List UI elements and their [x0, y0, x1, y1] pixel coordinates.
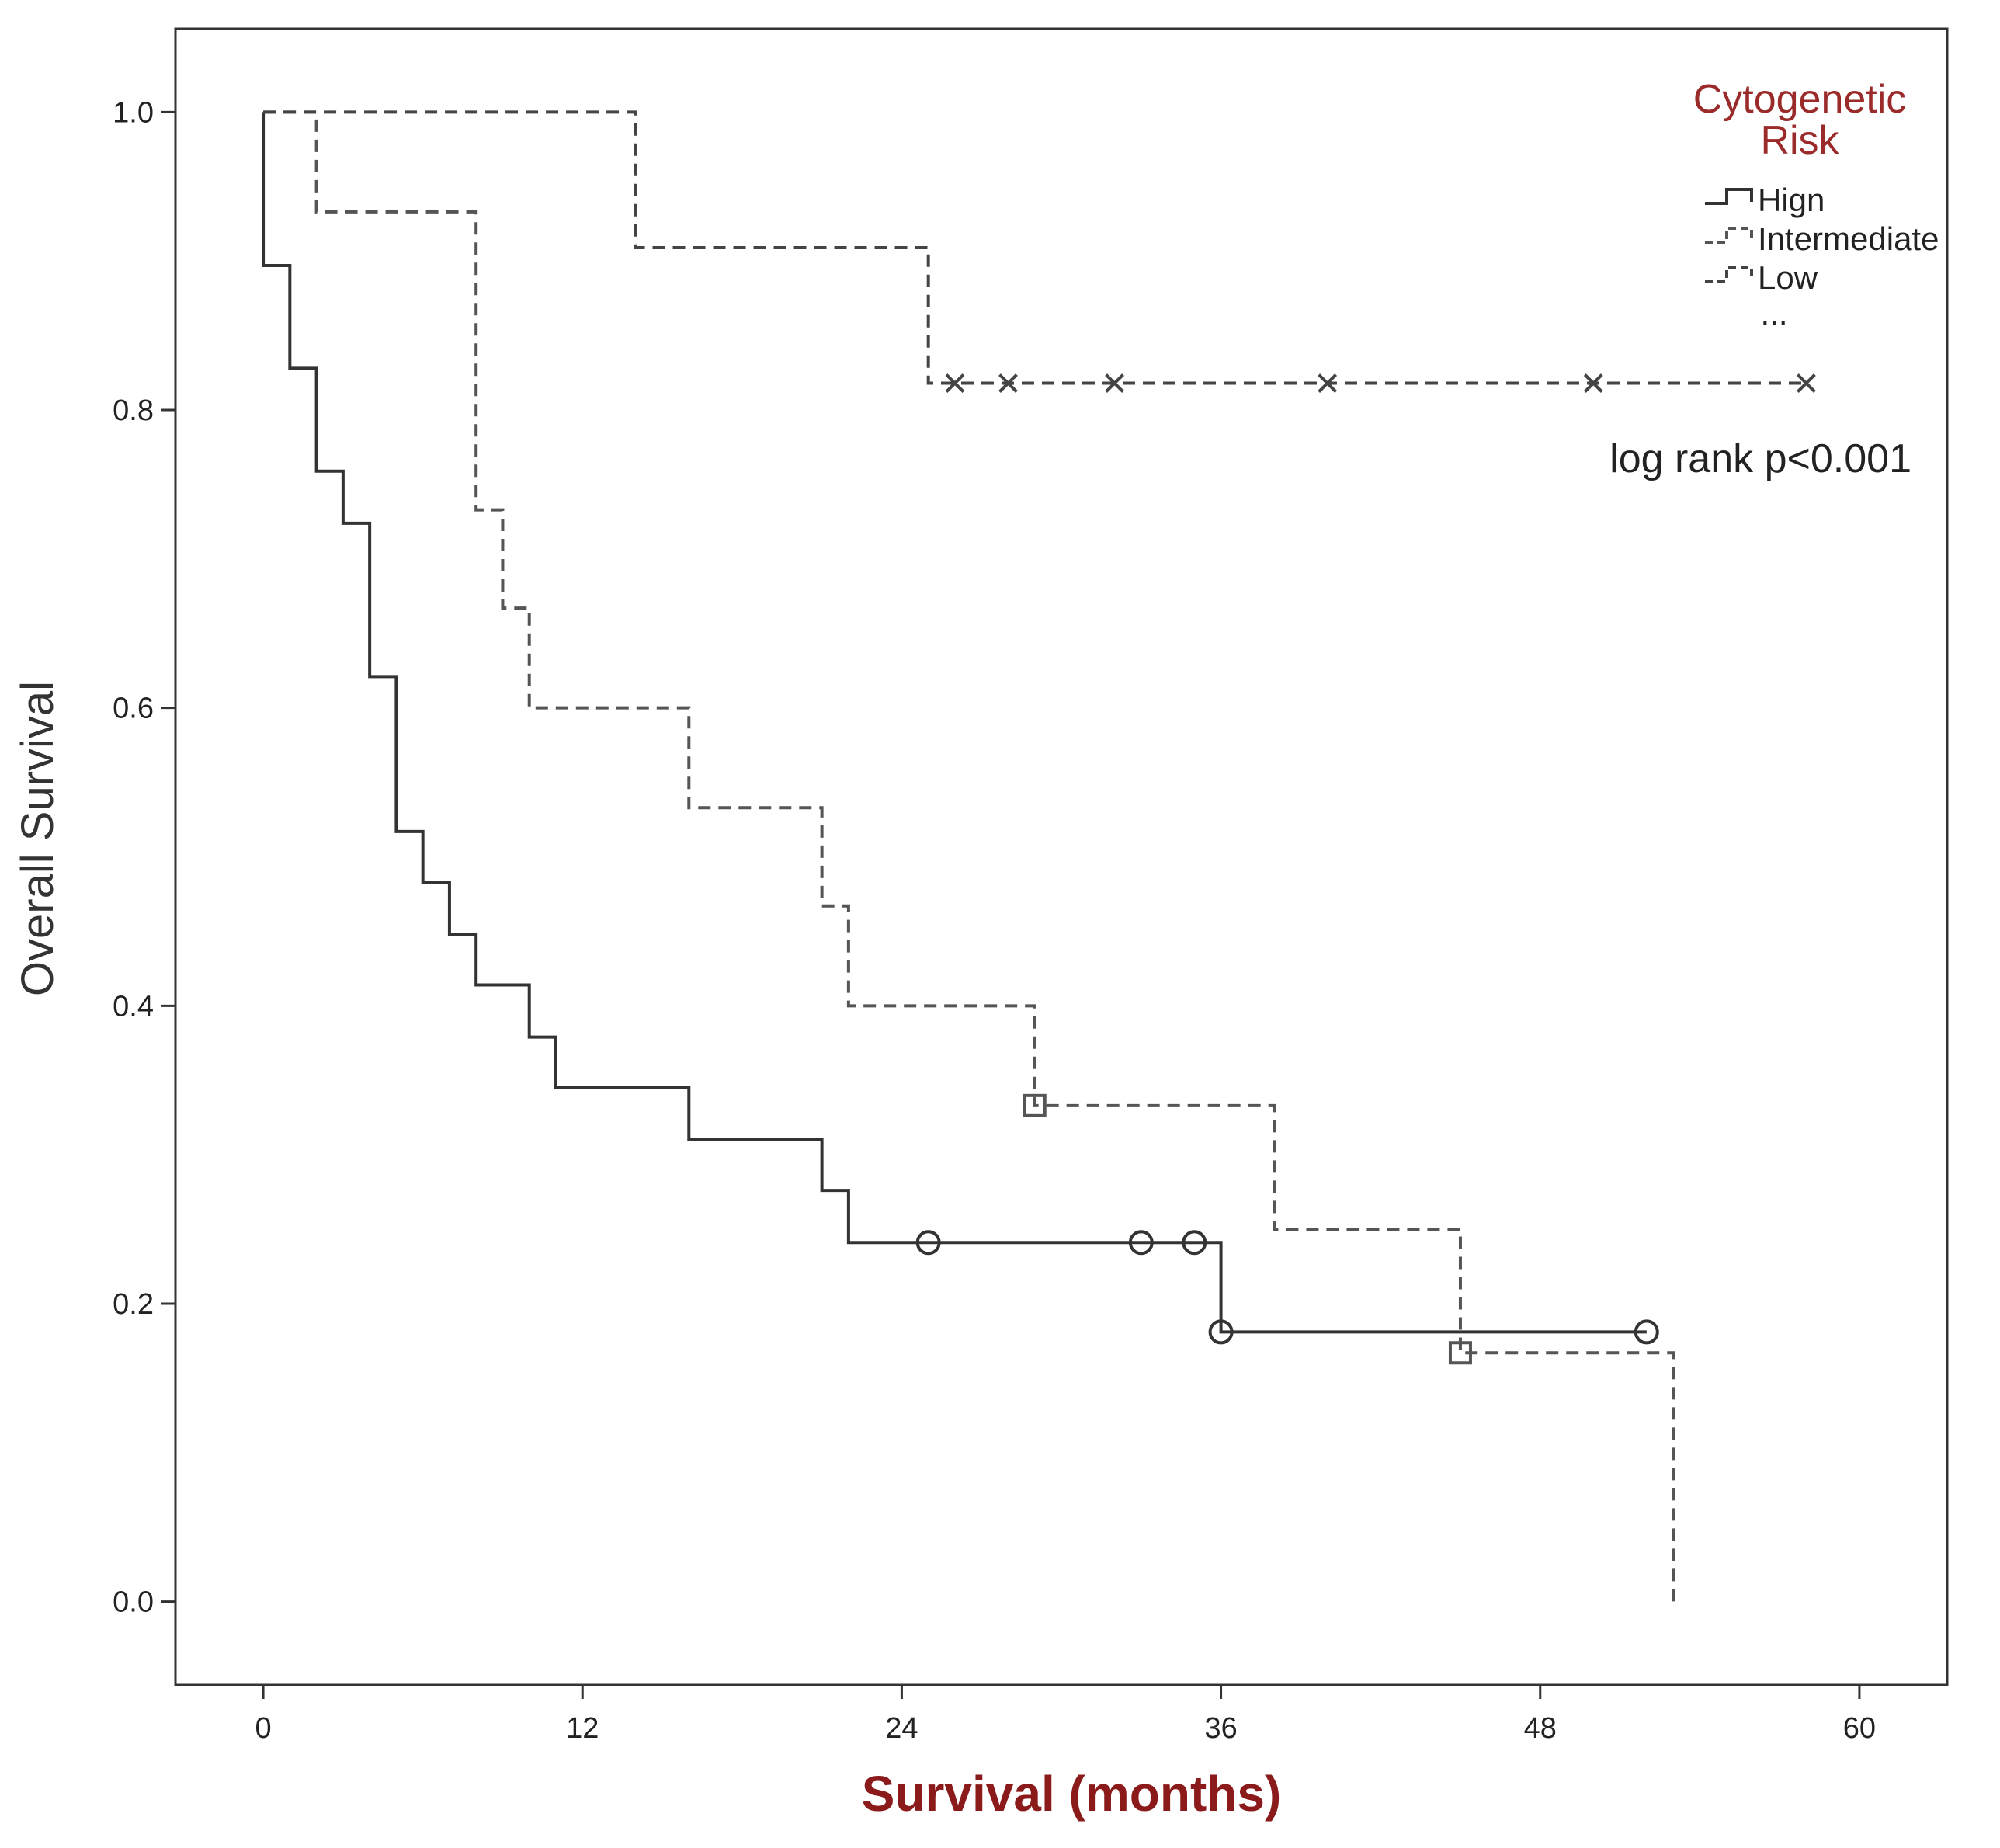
x-tick-label: 12	[566, 1712, 599, 1745]
censor-marker	[1023, 1093, 1047, 1117]
series-line-low	[263, 110, 1807, 385]
censor-marker	[1448, 1341, 1472, 1365]
censor-marker	[1796, 373, 1816, 393]
censor-marker	[1634, 1319, 1659, 1345]
censor-marker	[1583, 373, 1603, 393]
axis-ticks: 0 12 24 36 48 60 0.0 0.2 0.4 0.6 0.8 1.0	[113, 96, 1876, 1745]
censor-marks	[915, 373, 1816, 1365]
x-tick-label: 48	[1524, 1712, 1557, 1745]
legend-title-line2: Risk	[1760, 118, 1839, 163]
legend-swatch	[1705, 227, 1753, 244]
survival-curves	[262, 110, 1807, 1602]
y-tick-label: 0.8	[113, 394, 154, 427]
plot-frame	[174, 27, 1949, 1686]
y-tick-label: 0.4	[113, 990, 154, 1023]
censor-marker	[945, 373, 965, 393]
censor-marker	[1128, 1230, 1154, 1256]
legend-item-low: Low	[1705, 259, 1818, 296]
legend-swatch	[1705, 188, 1753, 205]
legend-title-line1: Cytogenetic	[1693, 77, 1907, 122]
legend-label: Low	[1758, 259, 1818, 296]
censor-marker	[1208, 1319, 1234, 1345]
censor-marker	[1105, 373, 1124, 393]
x-tick-label: 0	[255, 1712, 272, 1745]
y-tick-label: 1.0	[113, 96, 154, 129]
series-line-hign	[262, 112, 1647, 1334]
logrank-annotation: log rank p<0.001	[1609, 436, 1911, 481]
legend-swatch	[1705, 266, 1753, 283]
y-tick-label: 0.6	[113, 693, 154, 725]
legend-item-intermediate: Intermediate	[1705, 221, 1939, 257]
censor-marker	[1182, 1230, 1207, 1256]
legend-label: Intermediate	[1758, 221, 1939, 257]
legend-item-hign: Hign	[1705, 182, 1825, 218]
censor-marker	[998, 373, 1018, 393]
y-axis-label: Overall Survival	[12, 681, 63, 996]
censor-marker	[1318, 373, 1338, 393]
y-tick-label: 0.0	[113, 1586, 154, 1619]
series-line-intermediate	[263, 110, 1675, 1602]
x-tick-label: 24	[885, 1712, 918, 1745]
x-tick-label: 60	[1843, 1712, 1876, 1745]
censor-marker	[915, 1230, 941, 1256]
legend: Cytogenetic Risk HignIntermediateLow ...	[1693, 77, 1939, 332]
legend-label: Hign	[1758, 182, 1825, 218]
y-tick-label: 0.2	[113, 1288, 154, 1321]
x-axis-label: Survival (months)	[862, 1766, 1282, 1822]
x-tick-label: 36	[1204, 1712, 1237, 1745]
legend-extra: ...	[1760, 295, 1787, 332]
